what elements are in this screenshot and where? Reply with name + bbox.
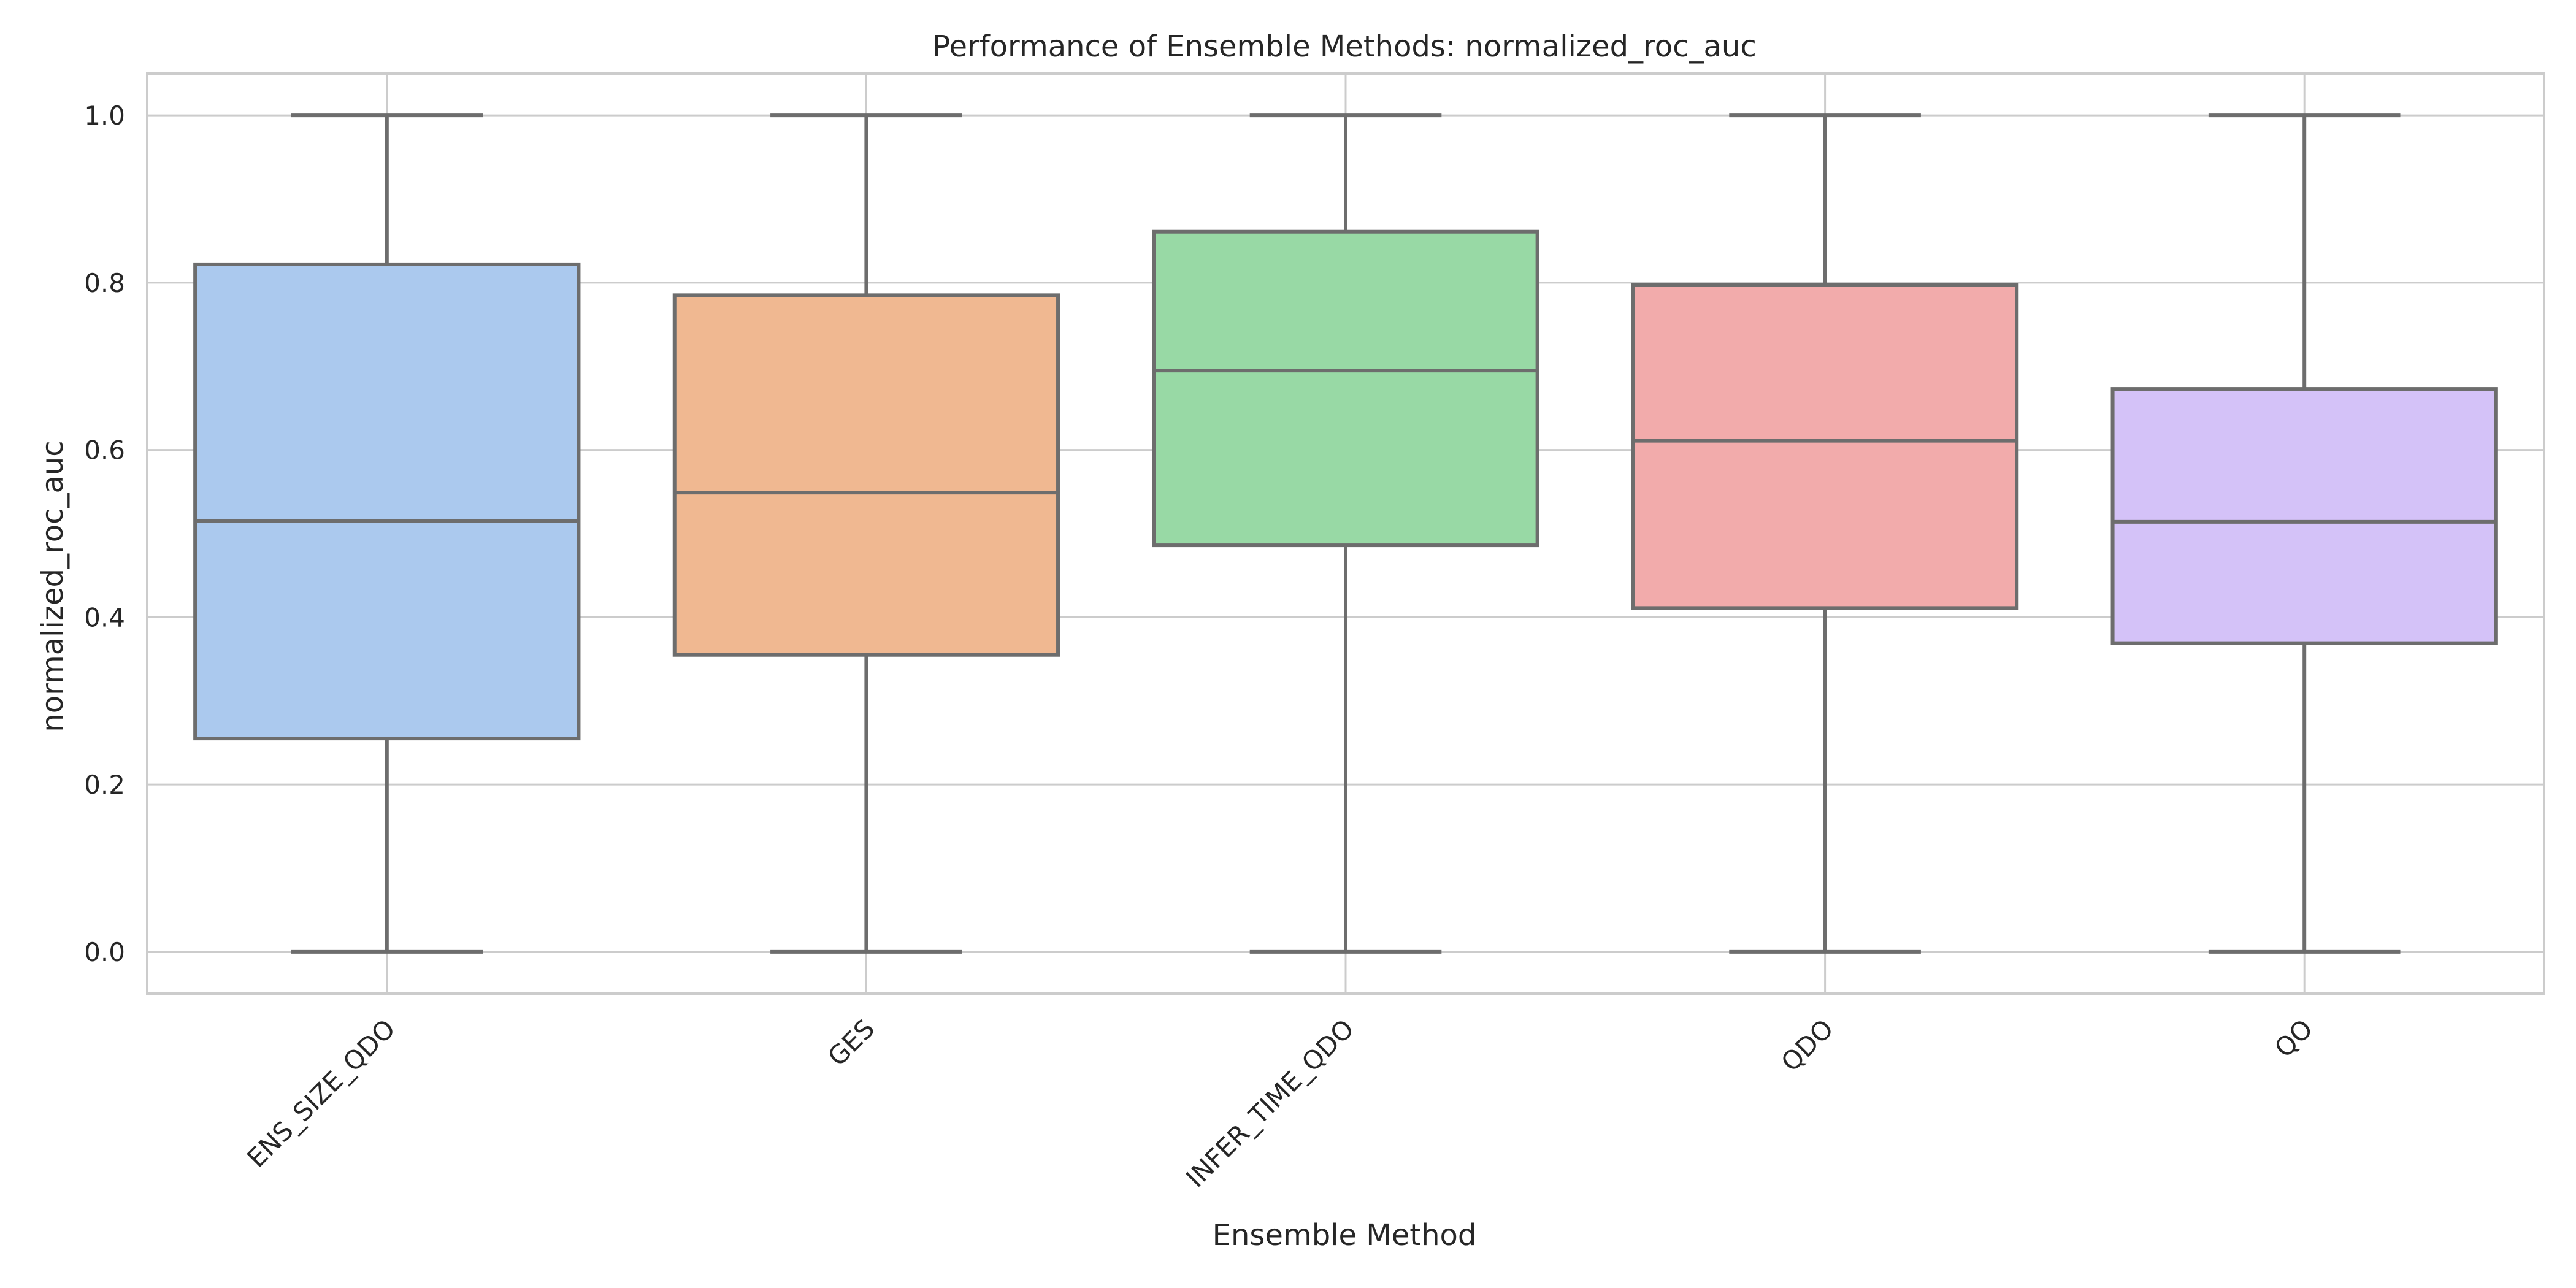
iqr-box (1631, 283, 2019, 610)
plot-frame (146, 72, 2545, 995)
box-qo (2110, 113, 2498, 954)
boxes (193, 113, 2498, 954)
box-qdo (1631, 113, 2019, 954)
x-axis-label: Ensemble Method (1213, 1218, 1477, 1252)
box-ens_size_qdo (193, 113, 581, 954)
box-ges (672, 113, 1060, 954)
y-tick-label: 0.8 (84, 268, 125, 298)
y-tick-label: 0.4 (84, 602, 125, 632)
box-infer_time_qdo (1152, 113, 1539, 954)
y-tick-label: 0.2 (84, 770, 125, 800)
y-tick-label: 0.0 (84, 937, 125, 967)
iqr-box (672, 293, 1060, 657)
chart-title: Performance of Ensemble Methods: normali… (932, 29, 1756, 64)
iqr-box (2110, 387, 2498, 645)
y-tick-labels: 0.0 0.2 0.4 0.6 0.8 1.0 (84, 101, 125, 967)
y-axis-label: normalized_roc_auc (36, 440, 70, 732)
y-tick-label: 0.6 (84, 435, 125, 466)
iqr-box (193, 262, 581, 741)
iqr-box (1152, 229, 1539, 548)
y-tick-label: 1.0 (84, 101, 125, 131)
